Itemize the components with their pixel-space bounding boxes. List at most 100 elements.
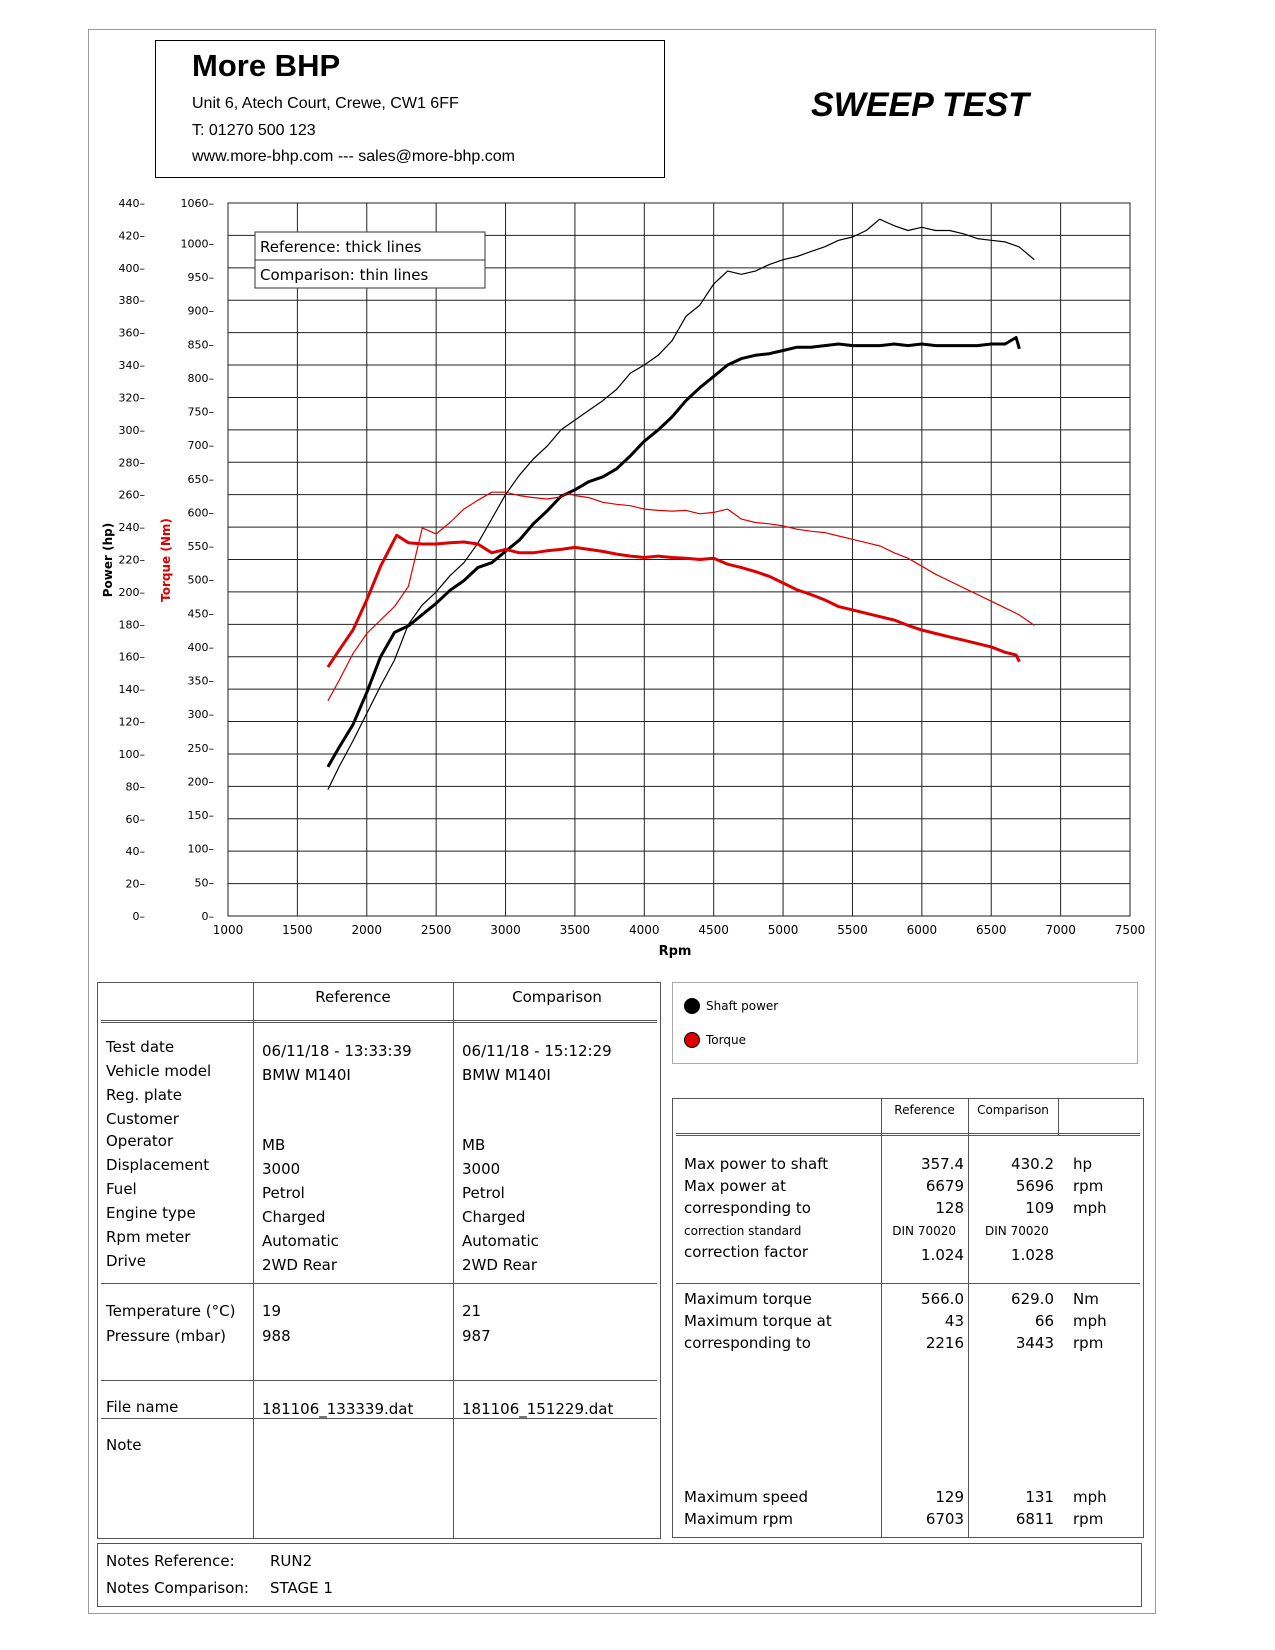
x-tick-label: 5000 bbox=[768, 923, 799, 937]
correction-standard-reference: DIN 70020 bbox=[892, 1224, 956, 1238]
details-row-label: Fuel bbox=[106, 1180, 137, 1198]
x-tick-label: 2500 bbox=[421, 923, 452, 937]
torque-tick-label: 150– bbox=[188, 809, 215, 822]
power-tick-label: 200– bbox=[119, 586, 146, 599]
x-tick-label: 4000 bbox=[629, 923, 660, 937]
file-name-comparison: 181106_151229.dat bbox=[462, 1400, 614, 1418]
details-row-comparison: 06/11/18 - 15:12:29 bbox=[462, 1042, 612, 1060]
correction-standard-label: correction standard bbox=[684, 1224, 802, 1238]
torque-tick-label: 850– bbox=[188, 338, 215, 351]
details-row-reference: 3000 bbox=[262, 1160, 301, 1178]
results-col-comparison: Comparison bbox=[977, 1103, 1049, 1117]
x-axis-label: Rpm bbox=[659, 944, 692, 959]
details-row-label: Engine type bbox=[106, 1204, 196, 1222]
power-tick-label: 400– bbox=[119, 262, 146, 275]
result-unit: mph bbox=[1073, 1199, 1107, 1217]
power-tick-label: 160– bbox=[119, 651, 146, 664]
details-row-reference: 19 bbox=[262, 1302, 282, 1320]
result-label: Maximum rpm bbox=[684, 1510, 793, 1528]
torque-tick-label: 300– bbox=[188, 708, 215, 721]
result-unit: mph bbox=[1073, 1312, 1107, 1330]
result-comparison-value: 629.0 bbox=[1011, 1290, 1054, 1308]
details-row-reference: 2WD Rear bbox=[262, 1256, 338, 1274]
power-tick-label: 80– bbox=[126, 780, 146, 793]
power-tick-label: 220– bbox=[119, 554, 146, 567]
file-name-label: File name bbox=[106, 1398, 179, 1416]
x-tick-label: 3000 bbox=[490, 923, 521, 937]
torque-tick-label: 0– bbox=[202, 910, 215, 923]
power-tick-label: 0– bbox=[133, 910, 146, 923]
details-row-comparison: Charged bbox=[462, 1208, 526, 1226]
details-row-comparison: BMW M140I bbox=[462, 1066, 551, 1084]
power-tick-label: 60– bbox=[126, 813, 146, 826]
result-comparison-value: 5696 bbox=[1015, 1177, 1054, 1195]
details-row-label: Reg. plate bbox=[106, 1086, 183, 1104]
result-comparison-value: 3443 bbox=[1015, 1334, 1054, 1352]
details-table bbox=[97, 982, 661, 1539]
power-tick-label: 20– bbox=[126, 878, 146, 891]
power-tick-label: 360– bbox=[119, 327, 146, 340]
torque-tick-label: 1000– bbox=[181, 237, 215, 250]
details-row-comparison: MB bbox=[462, 1136, 486, 1154]
power-tick-label: 240– bbox=[119, 521, 146, 534]
power-tick-label: 260– bbox=[119, 489, 146, 502]
torque-tick-label: 450– bbox=[188, 607, 215, 620]
torque-tick-label: 900– bbox=[188, 305, 215, 318]
power-tick-label: 100– bbox=[119, 748, 146, 761]
details-row-label: Customer bbox=[106, 1110, 179, 1128]
correction-factor-comparison: 1.028 bbox=[1011, 1246, 1054, 1264]
details-row-reference: 06/11/18 - 13:33:39 bbox=[262, 1042, 412, 1060]
power-comparison-curve bbox=[327, 218, 1035, 790]
torque-tick-label: 750– bbox=[188, 406, 215, 419]
torque-tick-label: 50– bbox=[195, 876, 215, 889]
details-row-comparison: 21 bbox=[462, 1302, 482, 1320]
dyno-chart: 1000 1500 2000 2500 3000 3500 4000 4500 5000 5500… bbox=[101, 197, 1146, 959]
result-reference-value: 128 bbox=[935, 1199, 964, 1217]
torque-tick-label: 250– bbox=[188, 742, 215, 755]
result-unit: rpm bbox=[1073, 1510, 1104, 1528]
legend-reference-text: Reference: thick lines bbox=[260, 238, 422, 256]
torque-tick-label: 500– bbox=[188, 574, 215, 587]
x-tick-label: 6000 bbox=[907, 923, 938, 937]
company-phone: T: 01270 500 123 bbox=[192, 122, 316, 139]
details-row-reference: BMW M140I bbox=[262, 1066, 351, 1084]
details-col-reference: Reference bbox=[315, 988, 391, 1006]
details-row-label: Test date bbox=[106, 1038, 175, 1056]
notes-reference-label: Notes Reference: bbox=[106, 1552, 235, 1570]
result-reference-value: 2216 bbox=[925, 1334, 964, 1352]
correction-standard-comparison: DIN 70020 bbox=[985, 1224, 1049, 1238]
x-tick-label: 1000 bbox=[213, 923, 244, 937]
x-tick-label: 2000 bbox=[351, 923, 382, 937]
torque-tick-label: 350– bbox=[188, 675, 215, 688]
correction-factor-reference: 1.024 bbox=[921, 1246, 964, 1264]
result-unit: hp bbox=[1073, 1155, 1093, 1173]
x-tick-label: 4500 bbox=[698, 923, 729, 937]
result-label: corresponding to bbox=[684, 1334, 811, 1352]
details-row-label: Vehicle model bbox=[106, 1062, 212, 1080]
details-row-label: Displacement bbox=[106, 1156, 210, 1174]
result-unit: mph bbox=[1073, 1488, 1107, 1506]
result-comparison-value: 131 bbox=[1025, 1488, 1054, 1506]
result-reference-value: 6679 bbox=[925, 1177, 964, 1195]
details-row-comparison: 987 bbox=[462, 1327, 491, 1345]
result-unit: rpm bbox=[1073, 1177, 1104, 1195]
torque-tick-label: 650– bbox=[188, 473, 215, 486]
torque-tick-label: 800– bbox=[188, 372, 215, 385]
result-comparison-value: 6811 bbox=[1015, 1510, 1054, 1528]
result-unit: Nm bbox=[1073, 1290, 1099, 1308]
result-label: corresponding to bbox=[684, 1199, 811, 1217]
torque-tick-label: 550– bbox=[188, 540, 215, 553]
curve-legend bbox=[672, 982, 1138, 1064]
torque-legend-label: Torque bbox=[706, 1033, 746, 1047]
notes-box bbox=[97, 1543, 1142, 1607]
power-tick-label: 440– bbox=[119, 197, 146, 210]
torque-swatch bbox=[684, 1032, 700, 1048]
details-row-comparison: Automatic bbox=[462, 1232, 539, 1250]
result-comparison-value: 430.2 bbox=[1011, 1155, 1054, 1173]
torque-tick-label: 600– bbox=[188, 506, 215, 519]
details-row-comparison: 2WD Rear bbox=[462, 1256, 538, 1274]
x-tick-label: 7500 bbox=[1115, 923, 1146, 937]
power-tick-label: 140– bbox=[119, 683, 146, 696]
x-tick-label: 6500 bbox=[976, 923, 1007, 937]
result-reference-value: 43 bbox=[944, 1312, 964, 1330]
